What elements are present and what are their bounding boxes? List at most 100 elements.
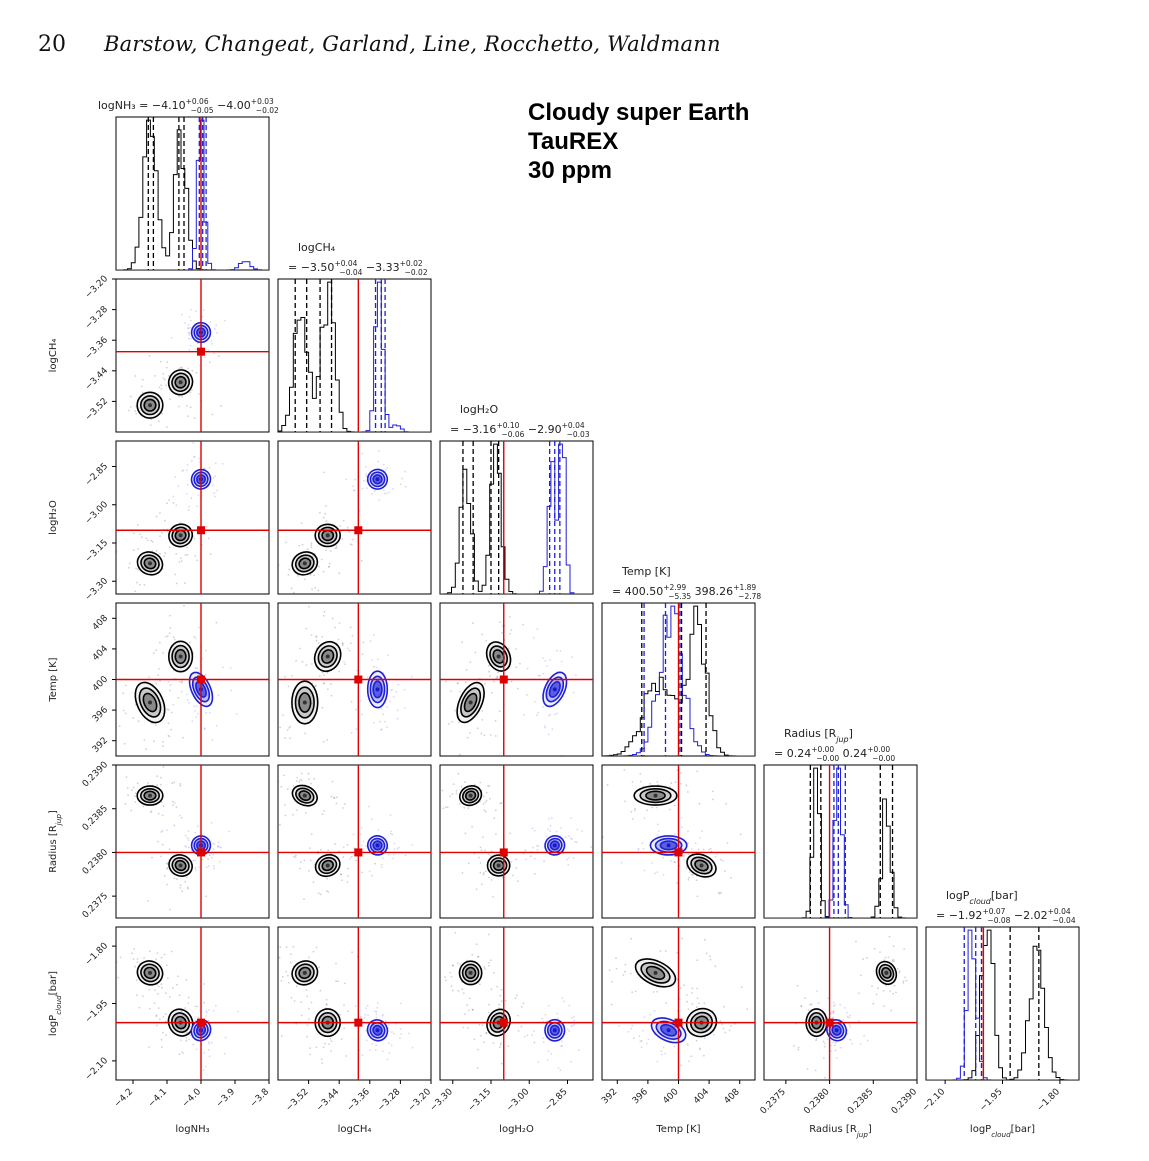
mode-center xyxy=(178,863,183,868)
sample-point xyxy=(499,1043,502,1046)
sample-point xyxy=(499,994,502,997)
sample-point xyxy=(187,1002,190,1005)
sample-point xyxy=(197,712,199,715)
param-summary-radius-part-2: −0.00 xyxy=(816,754,839,763)
sample-point xyxy=(388,853,390,856)
sample-point xyxy=(142,805,145,808)
sample-point xyxy=(359,833,362,836)
sample-point xyxy=(495,677,498,679)
panel-h2o-h2o: logH₂O= −3.16+0.10 −0.06 −2.90+0.04 −0.03 xyxy=(439,403,594,595)
sample-point xyxy=(193,417,196,419)
sample-point xyxy=(210,1041,213,1044)
sample-point xyxy=(485,799,488,802)
sample-point xyxy=(178,994,181,997)
sample-point xyxy=(474,651,477,654)
sample-point xyxy=(136,961,139,964)
sample-point xyxy=(399,483,402,486)
panel-frame xyxy=(115,440,270,595)
sample-point xyxy=(381,857,384,859)
sample-point xyxy=(449,971,452,974)
sample-point xyxy=(469,661,472,663)
sample-point xyxy=(180,1010,183,1013)
sample-point xyxy=(484,849,486,852)
sample-point xyxy=(561,1040,563,1042)
sample-point xyxy=(450,985,453,987)
sample-point xyxy=(360,826,363,829)
sample-point xyxy=(608,969,611,971)
sample-point xyxy=(310,559,313,562)
param-summary-h2o-part-3: −2.90 xyxy=(524,423,561,436)
sample-point xyxy=(212,1009,215,1012)
sample-point xyxy=(270,598,272,600)
sample-point xyxy=(310,634,313,636)
sample-point xyxy=(300,1001,303,1003)
sample-point xyxy=(296,776,299,779)
sample-point xyxy=(180,1039,182,1042)
param-title-h2o: logH₂O xyxy=(460,403,498,416)
param-summary-h2o-part-0: = −3.16 xyxy=(450,423,496,436)
sample-point xyxy=(289,737,291,739)
sample-point xyxy=(576,828,579,831)
sample-point xyxy=(822,1057,825,1059)
mode-center xyxy=(699,863,704,868)
sample-point xyxy=(703,1031,706,1034)
sample-point xyxy=(526,1034,529,1037)
sample-point xyxy=(170,728,173,731)
sample-point xyxy=(292,945,295,948)
sample-point xyxy=(463,806,466,809)
sample-point xyxy=(699,837,701,839)
panel-content xyxy=(116,441,269,594)
sample-point xyxy=(132,549,135,551)
sample-point xyxy=(722,860,724,862)
mode-center xyxy=(325,863,330,868)
sample-point xyxy=(866,1039,869,1042)
sample-point xyxy=(173,877,176,880)
sample-point xyxy=(192,859,195,862)
sample-point xyxy=(464,1013,466,1015)
mode-center xyxy=(653,970,658,975)
sample-point xyxy=(822,1040,825,1043)
sample-point xyxy=(170,336,173,339)
sample-point xyxy=(172,704,175,706)
sample-point xyxy=(487,853,490,856)
sample-point xyxy=(213,352,216,355)
sample-point xyxy=(390,689,392,692)
sample-point xyxy=(570,817,572,819)
sample-point xyxy=(810,1003,813,1006)
histogram-blue-pcloud xyxy=(926,929,1079,1080)
sample-point xyxy=(160,983,163,986)
sample-point xyxy=(373,1010,376,1013)
sample-point xyxy=(124,684,127,687)
param-summary-radius-part-3: 0.24 xyxy=(839,747,867,760)
sample-point xyxy=(887,956,890,958)
sample-point xyxy=(342,807,344,809)
y-tick-label-ch4: −3.28 xyxy=(84,304,111,331)
truth-marker xyxy=(197,848,205,857)
sample-point xyxy=(524,849,527,852)
truth-marker xyxy=(354,1018,363,1027)
sample-point xyxy=(846,1016,849,1018)
sample-point xyxy=(163,953,166,956)
sample-point xyxy=(555,830,558,833)
sample-point xyxy=(190,460,193,462)
sample-point xyxy=(832,1012,835,1014)
sample-point xyxy=(496,676,499,679)
sample-point xyxy=(566,1028,569,1031)
sample-point xyxy=(482,872,485,874)
sample-point xyxy=(309,1053,311,1056)
sample-point xyxy=(481,633,483,636)
sample-point xyxy=(209,553,212,555)
sample-point xyxy=(289,725,292,728)
sample-point xyxy=(169,689,171,692)
sample-point xyxy=(806,1068,809,1070)
sample-point xyxy=(462,992,465,995)
sample-point xyxy=(571,1017,573,1019)
sample-point xyxy=(305,664,308,667)
sample-point xyxy=(556,1017,559,1020)
sample-point xyxy=(543,860,545,863)
sample-point xyxy=(306,548,309,551)
sample-point xyxy=(279,946,282,948)
sample-point xyxy=(354,1005,357,1007)
